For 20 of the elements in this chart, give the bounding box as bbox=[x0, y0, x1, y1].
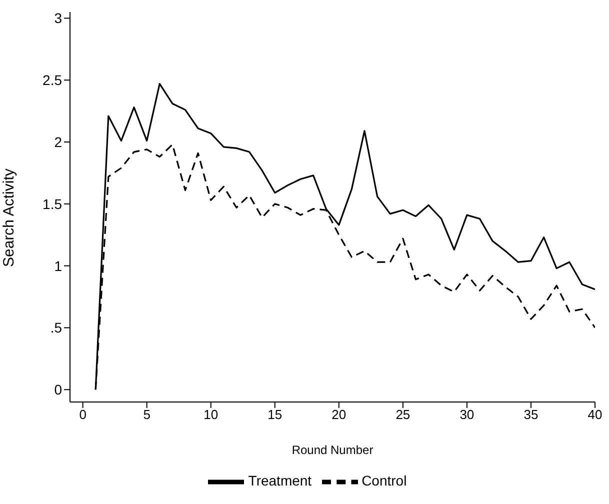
x-tick-label: 0 bbox=[79, 407, 86, 422]
x-tick-label: 10 bbox=[204, 407, 218, 422]
x-tick-label: 40 bbox=[588, 407, 602, 422]
x-axis-title: Round Number bbox=[292, 443, 374, 457]
x-tick-label: 25 bbox=[396, 407, 410, 422]
x-tick-label: 35 bbox=[524, 407, 538, 422]
x-tick-label: 15 bbox=[268, 407, 282, 422]
y-tick-label: 0 bbox=[54, 382, 62, 398]
y-tick-label: 3 bbox=[54, 10, 62, 26]
x-tick-label: 5 bbox=[143, 407, 150, 422]
y-tick-label: 1.5 bbox=[42, 196, 62, 212]
legend-label: Treatment bbox=[248, 472, 312, 489]
x-tick-label: 30 bbox=[460, 407, 474, 422]
y-tick-label: 2 bbox=[54, 134, 62, 150]
y-tick-label: 2.5 bbox=[42, 72, 62, 88]
legend-label: Control bbox=[362, 472, 407, 489]
x-tick-label: 20 bbox=[332, 407, 346, 422]
y-tick-label: 1 bbox=[54, 258, 62, 274]
y-axis-title: Search Activity bbox=[0, 168, 18, 267]
y-tick-label: .5 bbox=[50, 320, 62, 336]
